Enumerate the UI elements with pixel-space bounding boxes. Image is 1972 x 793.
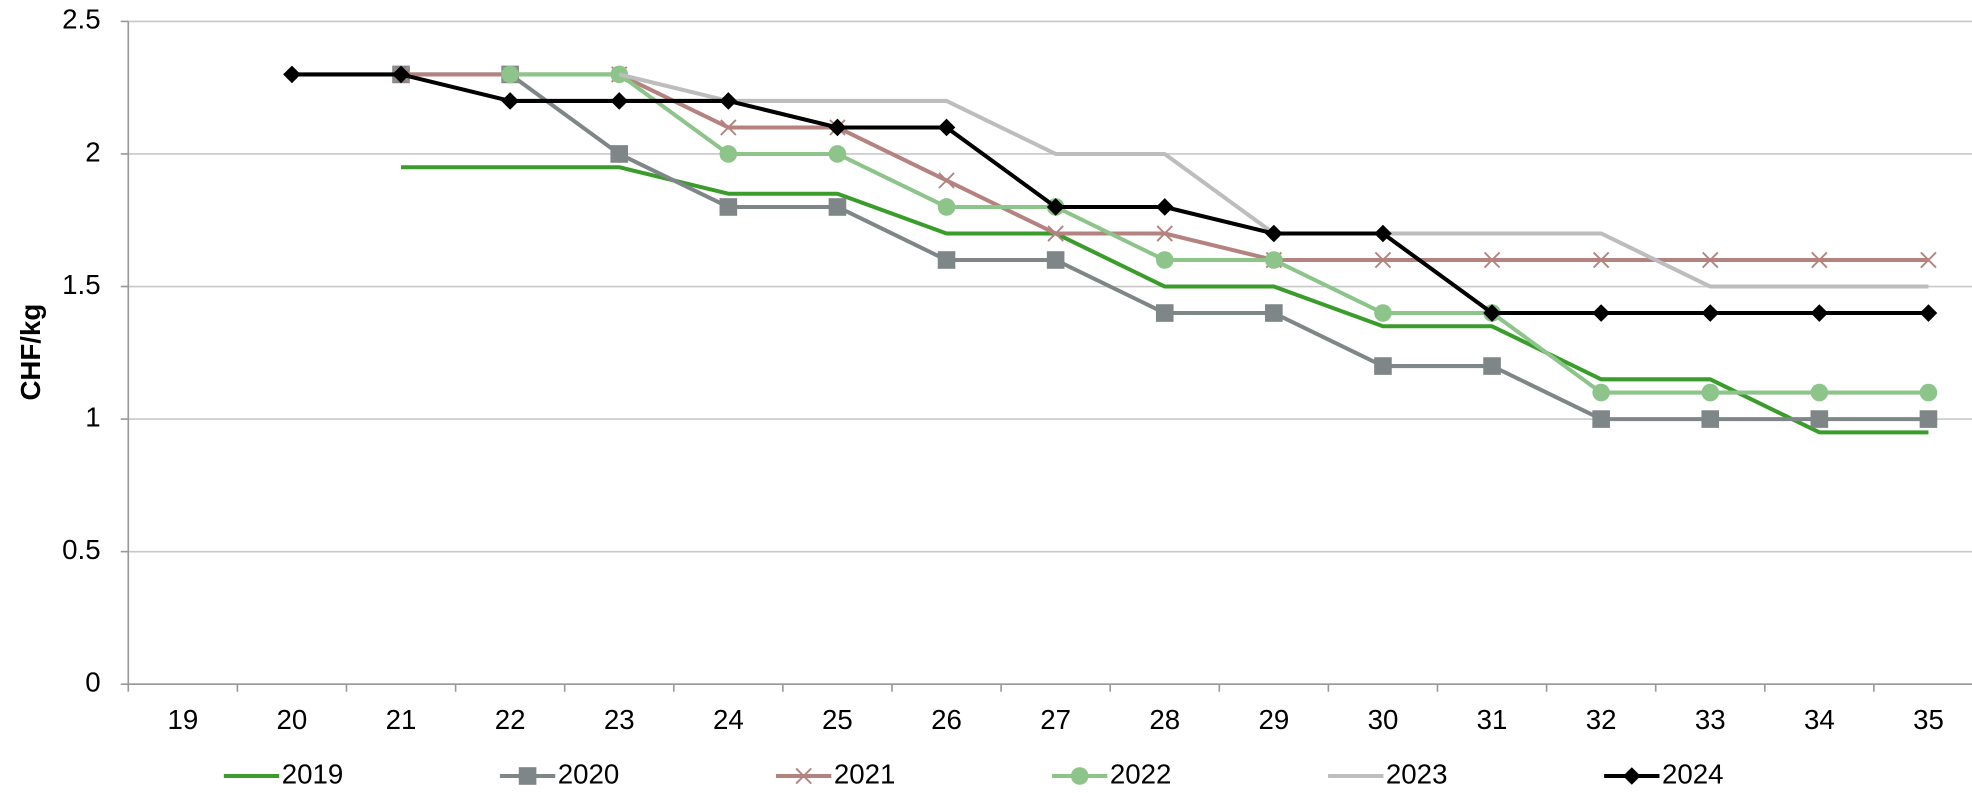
x-tick-label: 30: [1368, 704, 1399, 735]
x-tick-label: 21: [386, 704, 417, 735]
data-point: [1483, 304, 1501, 322]
data-point: [1374, 357, 1392, 375]
data-point: [1810, 304, 1829, 322]
data-point: [1920, 251, 1937, 269]
data-point: [610, 145, 629, 163]
data-point: [1483, 357, 1501, 375]
data-point: [1701, 304, 1720, 322]
x-tick-label: 22: [495, 704, 526, 735]
y-tick-label: 1: [85, 401, 100, 432]
y-tick-label: 0.5: [62, 534, 100, 565]
legend-label: 2020: [558, 758, 620, 789]
data-point: [828, 198, 847, 216]
y-tick-label: 0: [85, 667, 100, 698]
data-point: [1047, 225, 1064, 242]
x-tick-label: 25: [822, 704, 853, 735]
data-point: [1374, 251, 1392, 269]
data-point: [1592, 410, 1610, 428]
legend-label: 2023: [1386, 758, 1448, 789]
data-point: [719, 198, 738, 216]
data-point: [1919, 410, 1938, 428]
x-tick-label: 32: [1586, 704, 1617, 735]
y-tick-label: 1.5: [62, 269, 100, 300]
data-point: [937, 251, 956, 269]
data-point: [937, 198, 956, 216]
x-tick-label: 31: [1477, 704, 1508, 735]
data-point: [719, 92, 738, 110]
data-point: [1701, 410, 1720, 428]
y-tick-label: 2: [85, 136, 100, 167]
data-point: [1155, 251, 1174, 269]
legend-label: 2022: [1110, 758, 1172, 789]
data-point: [828, 145, 847, 163]
data-point: [1919, 304, 1938, 322]
data-point: [720, 119, 737, 136]
data-point: [610, 92, 629, 110]
data-point: [1265, 304, 1283, 322]
data-point: [501, 92, 519, 110]
data-point: [1592, 304, 1610, 322]
x-tick-label: 28: [1149, 704, 1180, 735]
legend-marker: [518, 767, 537, 785]
legend-label: 2024: [1662, 758, 1724, 789]
series-line: [510, 72, 1929, 395]
legend-marker: [1623, 767, 1641, 785]
data-point: [1265, 224, 1283, 243]
data-point: [1374, 304, 1392, 322]
legend-label: 2021: [834, 758, 896, 789]
series-line: [401, 72, 1929, 422]
legend-marker: [1070, 767, 1089, 785]
data-point: [719, 145, 738, 163]
data-point: [1592, 383, 1610, 402]
data-point: [828, 118, 847, 137]
data-point: [392, 65, 410, 84]
data-point: [1592, 251, 1610, 269]
x-tick-label: 29: [1258, 704, 1289, 735]
x-tick-label: 23: [604, 704, 635, 735]
data-point: [938, 172, 955, 189]
data-point: [937, 118, 956, 137]
data-point: [1811, 251, 1828, 269]
data-point: [283, 65, 301, 84]
data-point: [1155, 198, 1174, 216]
series-line: [291, 72, 1929, 316]
data-point: [1919, 383, 1938, 402]
x-tick-label: 35: [1913, 704, 1944, 735]
x-tick-label: 26: [931, 704, 962, 735]
data-point: [1483, 251, 1501, 269]
x-tick-label: 34: [1804, 704, 1835, 735]
series-line: [401, 165, 1929, 435]
x-tick-label: 24: [713, 704, 744, 735]
y-tick-label: 2.5: [62, 4, 100, 35]
data-point: [1701, 383, 1720, 402]
x-tick-label: 27: [1040, 704, 1071, 735]
data-point: [501, 65, 519, 84]
data-point: [1702, 251, 1719, 269]
y-axis-label: CHF/kg: [15, 304, 46, 401]
x-tick-label: 20: [277, 704, 308, 735]
data-point: [1810, 410, 1829, 428]
data-point: [1046, 251, 1065, 269]
x-tick-label: 33: [1695, 704, 1726, 735]
data-point: [1156, 225, 1173, 242]
data-point: [1810, 383, 1829, 402]
x-tick-label: 19: [167, 704, 198, 735]
data-point: [1265, 251, 1283, 269]
legend-label: 2019: [282, 758, 344, 789]
data-point: [1155, 304, 1174, 322]
legend-marker: [795, 767, 812, 785]
